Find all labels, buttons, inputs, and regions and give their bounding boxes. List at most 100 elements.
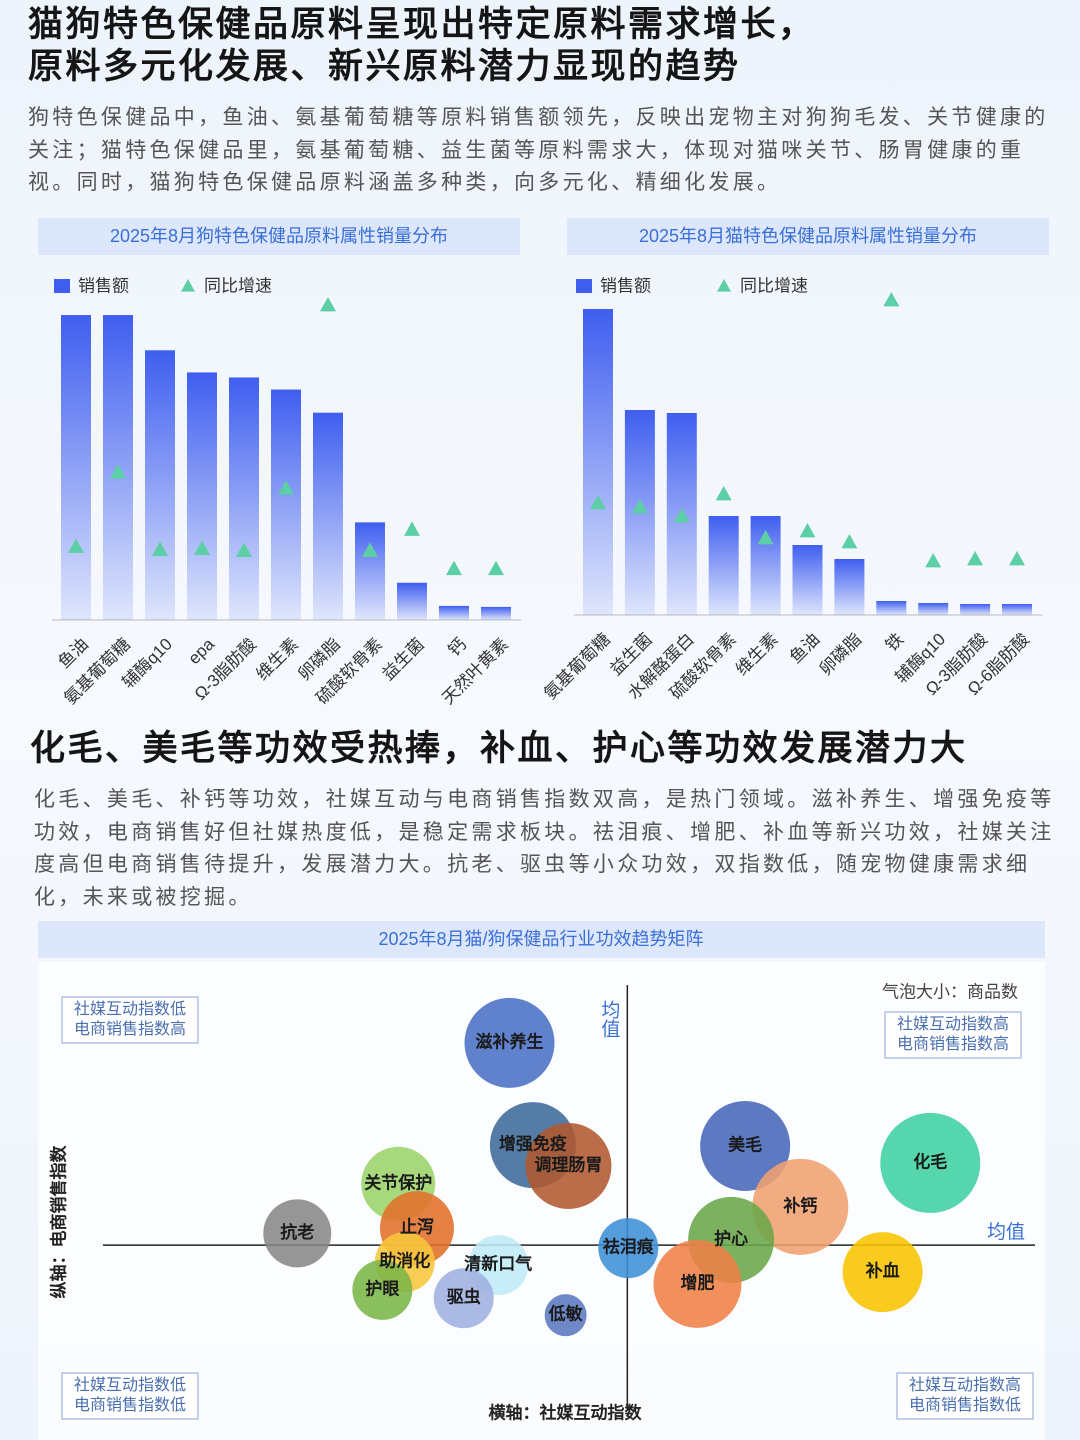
section-title: 猫狗特色保健品原料呈现出特定原料需求增长， 原料多元化发展、新兴原料潜力显现的趋势 <box>28 4 1078 88</box>
legend-label: 销售额 <box>78 276 129 295</box>
bubble-label: 补钙 <box>782 1195 817 1215</box>
title-line: 原料多元化发展、新兴原料潜力显现的趋势 <box>28 47 741 86</box>
x-tick-label: 益生菌 <box>379 635 428 684</box>
bubble-label: 驱虫 <box>447 1287 481 1307</box>
growth-marker <box>967 551 984 566</box>
growth-marker <box>631 499 648 514</box>
quadrant-label: 社媒互动指数高 <box>909 1376 1021 1394</box>
growth-marker <box>194 540 210 555</box>
bar <box>61 315 91 620</box>
quadrant-box <box>61 1372 199 1420</box>
bar <box>271 389 301 620</box>
bar <box>355 522 385 620</box>
bar <box>439 605 469 620</box>
quadrant-box <box>61 996 199 1044</box>
bar <box>960 604 991 615</box>
bar <box>583 309 613 615</box>
legend-swatch <box>181 279 195 292</box>
quadrant-label: 社媒互动指数低 <box>74 1376 186 1394</box>
growth-marker <box>883 292 900 307</box>
bar <box>1002 604 1032 615</box>
chart-title-bar <box>38 921 1045 958</box>
bubble-label: 增强免疫 <box>499 1134 567 1154</box>
bar <box>918 603 949 615</box>
bar <box>792 545 823 615</box>
quadrant-label: 电商销售指数低 <box>909 1396 1021 1414</box>
legend-label: 销售额 <box>600 276 651 295</box>
bubble <box>464 997 555 1088</box>
growth-marker <box>278 480 294 495</box>
bubble-label: 抗老 <box>280 1222 314 1242</box>
bubble-label: 增肥 <box>680 1272 714 1292</box>
bubble-label: 化毛 <box>913 1151 947 1171</box>
legend-label: 同比增速 <box>740 276 808 295</box>
y-axis-label: 纵轴：电商销售指数 <box>48 1145 68 1299</box>
legend-swatch <box>54 279 70 293</box>
x-tick-label: 卵磷脂 <box>816 630 865 679</box>
bar <box>397 582 427 620</box>
x-tick-label: 钙 <box>445 635 470 660</box>
section-body: 化毛、美毛、补钙等功效，社媒互动与电商销售指数双高，是热门领域。滋补养生、增强免… <box>34 788 1055 909</box>
growth-marker <box>757 530 774 545</box>
bar <box>313 412 343 620</box>
quadrant-label: 社媒互动指数低 <box>74 1000 186 1018</box>
quadrant-label: 电商销售指数低 <box>74 1396 186 1414</box>
quadrant-box <box>896 1372 1034 1420</box>
mean-label: 均值 <box>987 1221 1025 1243</box>
bubble <box>263 1199 332 1268</box>
chart-title: 2025年8月猫特色保健品原料属性销量分布 <box>639 226 977 246</box>
growth-marker <box>236 542 252 557</box>
bubble <box>700 1100 791 1191</box>
quadrant-label: 社媒互动指数高 <box>897 1015 1009 1033</box>
chart-title: 2025年8月狗特色保健品原料属性销量分布 <box>110 226 448 246</box>
bubble <box>653 1239 742 1328</box>
bubble <box>752 1158 849 1255</box>
growth-marker <box>152 541 168 556</box>
bubble-label: 护眼 <box>365 1278 399 1298</box>
x-tick-label: 鱼油 <box>55 635 92 672</box>
title-line: 猫狗特色保健品原料呈现出特定原料需求增长， <box>28 5 816 44</box>
x-tick-label: 维生素 <box>253 635 302 684</box>
x-tick-label: 鱼油 <box>786 630 823 667</box>
divider <box>0 718 1080 724</box>
growth-marker <box>446 560 462 576</box>
growth-marker <box>110 464 126 479</box>
bubble-label: 关节保护 <box>364 1172 432 1192</box>
bubble-label: 护心 <box>714 1228 748 1248</box>
title-line: 化毛、美毛等功效受热捧，补血、护心等功效发展潜力大 <box>30 729 968 768</box>
mean-label: 均值 <box>598 1000 620 1038</box>
growth-marker <box>841 534 858 549</box>
bubble-label: 美毛 <box>728 1134 762 1154</box>
quadrant-label: 电商销售指数高 <box>897 1035 1009 1053</box>
bubble <box>525 1122 612 1209</box>
bubble-label: 补血 <box>865 1261 900 1281</box>
x-tick-label: 铁 <box>882 630 907 655</box>
chart-title: 2025年8月猫/狗保健品行业功效趋势矩阵 <box>378 929 703 949</box>
bubble-label: 低敏 <box>548 1304 583 1324</box>
bar <box>834 559 865 615</box>
bar <box>229 377 259 620</box>
growth-marker <box>68 538 84 553</box>
x-axis-label: 横轴：社媒互动指数 <box>489 1402 643 1422</box>
bar <box>145 350 175 620</box>
bubble-label: 祛泪痕 <box>603 1237 655 1257</box>
bubble <box>433 1268 494 1329</box>
bubble <box>544 1294 587 1337</box>
bubble <box>880 1112 981 1213</box>
growth-marker <box>362 542 378 557</box>
quadrant-box <box>884 1011 1022 1059</box>
growth-marker <box>320 297 336 312</box>
bubble <box>598 1218 659 1279</box>
growth-marker <box>673 508 690 523</box>
size-label: 气泡大小：商品数 <box>882 982 1018 1001</box>
bubble <box>842 1232 923 1313</box>
bubble-label: 清新口气 <box>464 1254 532 1274</box>
growth-marker <box>590 495 606 510</box>
bar <box>876 601 907 615</box>
bar <box>708 516 739 615</box>
chart-title-bar <box>38 218 520 255</box>
bubble-label: 止泻 <box>400 1217 434 1237</box>
quadrant-label: 电商销售指数高 <box>74 1020 186 1038</box>
chart-title-bar <box>567 218 1049 255</box>
